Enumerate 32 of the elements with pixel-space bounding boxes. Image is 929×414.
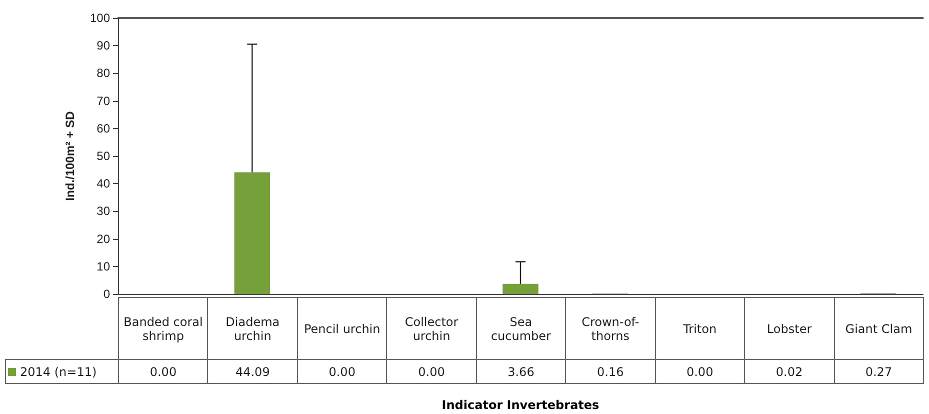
x-tick-label: Collector urchin: [386, 298, 476, 360]
x-tick-label: Giant Clam: [834, 298, 924, 360]
data-label: 3.66: [476, 360, 566, 384]
y-tick-label: 10: [96, 259, 110, 274]
y-tick-label: 50: [96, 149, 110, 163]
data-label: 44.09: [208, 360, 298, 384]
y-tick-label: 70: [96, 94, 110, 108]
x-tick-label: Pencil urchin: [297, 298, 387, 360]
x-tick-label: Banded coral shrimp: [118, 298, 208, 360]
y-tick-label: 30: [96, 204, 110, 218]
data-label: 0.00: [655, 360, 745, 384]
data-label: 0.00: [118, 360, 208, 384]
data-label: 0.00: [297, 360, 387, 384]
legend-label: 2014 (n=11): [6, 360, 118, 384]
y-axis-title: Ind./100m² + SD: [63, 110, 77, 201]
y-tick-label: 60: [96, 121, 110, 136]
y-tick-label: 100: [90, 11, 110, 25]
x-tick-label: Sea cucumber: [476, 298, 566, 360]
data-label: 0.16: [566, 360, 656, 384]
data-label: 0.27: [834, 360, 924, 384]
data-label: 0.00: [386, 360, 476, 384]
x-tick-label: Lobster: [744, 298, 834, 360]
y-tick-label: 80: [96, 66, 110, 80]
y-tick-label: 20: [96, 232, 110, 246]
x-axis-title: Indicator Invertebrates: [440, 398, 600, 412]
y-tick-label: 0: [103, 287, 110, 301]
x-tick-label: Triton: [655, 298, 745, 360]
y-tick-label: 40: [96, 176, 110, 191]
x-tick-label: Crown-of-thorns: [566, 298, 656, 360]
data-label: 0.02: [744, 360, 834, 384]
x-tick-label: Diadema urchin: [208, 298, 298, 360]
y-tick-label: 90: [96, 38, 110, 53]
